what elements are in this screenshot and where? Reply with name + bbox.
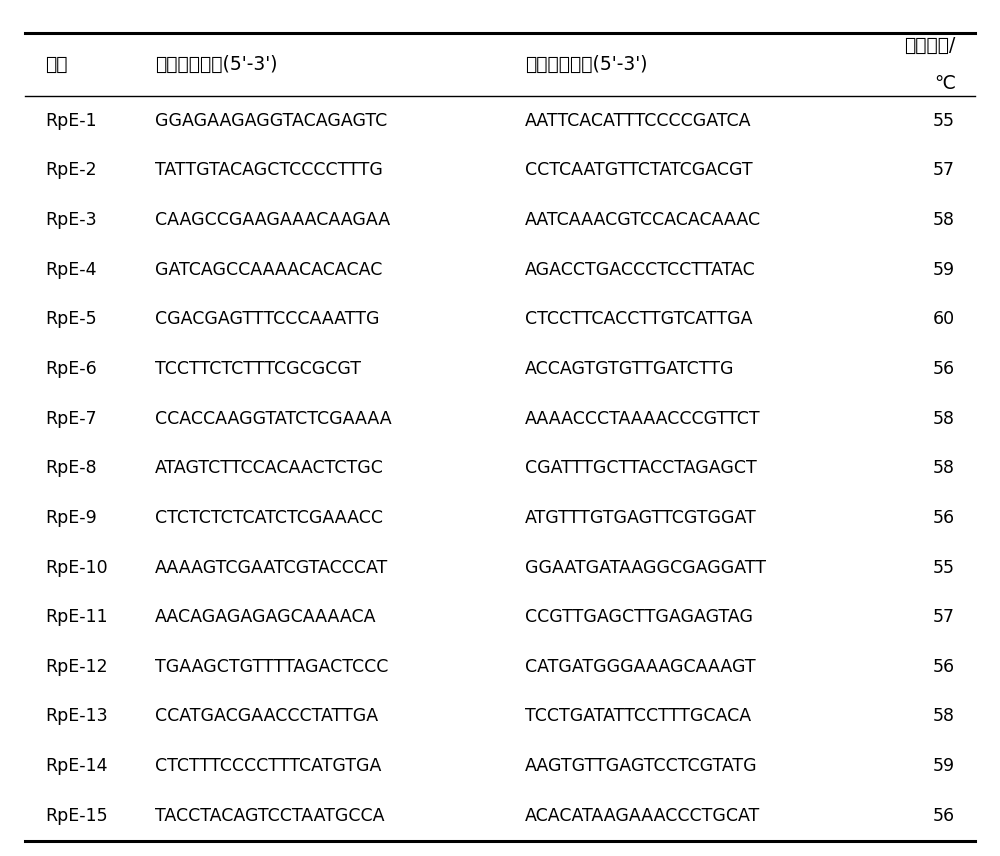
Text: ATGTTTGTGAGTTCGTGGAT: ATGTTTGTGAGTTCGTGGAT — [525, 508, 757, 527]
Text: RpE-5: RpE-5 — [45, 310, 97, 329]
Text: ACACATAAGAAACCCTGCAT: ACACATAAGAAACCCTGCAT — [525, 806, 760, 825]
Text: TACCTACAGTCCTAATGCCA: TACCTACAGTCCTAATGCCA — [155, 806, 384, 825]
Text: AGACCTGACCCTCCTTATAC: AGACCTGACCCTCCTTATAC — [525, 260, 756, 279]
Text: CAAGCCGAAGAAACAAGAA: CAAGCCGAAGAAACAAGAA — [155, 211, 390, 229]
Text: RpE-14: RpE-14 — [45, 757, 108, 776]
Text: ATAGTCTTCCACAACTCTGC: ATAGTCTTCCACAACTCTGC — [155, 459, 384, 478]
Text: 58: 58 — [933, 459, 955, 478]
Text: AAGTGTTGAGTCCTCGTATG: AAGTGTTGAGTCCTCGTATG — [525, 757, 758, 776]
Text: RpE-15: RpE-15 — [45, 806, 108, 825]
Text: TGAAGCTGTTTTAGACTCCC: TGAAGCTGTTTTAGACTCCC — [155, 657, 388, 676]
Text: RpE-12: RpE-12 — [45, 657, 108, 676]
Text: RpE-10: RpE-10 — [45, 558, 108, 577]
Text: CCTCAATGTTCTATCGACGT: CCTCAATGTTCTATCGACGT — [525, 161, 753, 180]
Text: 引物: 引物 — [45, 55, 68, 74]
Text: 60: 60 — [933, 310, 955, 329]
Text: AATTCACATTTCCCCGATCA: AATTCACATTTCCCCGATCA — [525, 111, 752, 130]
Text: RpE-11: RpE-11 — [45, 608, 108, 627]
Text: CCGTTGAGCTTGAGAGTAG: CCGTTGAGCTTGAGAGTAG — [525, 608, 753, 627]
Text: 56: 56 — [933, 657, 955, 676]
Text: RpE-3: RpE-3 — [45, 211, 97, 229]
Text: RpE-6: RpE-6 — [45, 360, 97, 378]
Text: 59: 59 — [933, 260, 955, 279]
Text: TATTGTACAGCTCCCCTTTG: TATTGTACAGCTCCCCTTTG — [155, 161, 383, 180]
Text: 58: 58 — [933, 211, 955, 229]
Text: CATGATGGGAAAGCAAAGT: CATGATGGGAAAGCAAAGT — [525, 657, 756, 676]
Text: 59: 59 — [933, 757, 955, 776]
Text: AAAACCCTAAAACCCGTTCT: AAAACCCTAAAACCCGTTCT — [525, 409, 761, 428]
Text: RpE-13: RpE-13 — [45, 707, 108, 726]
Text: 58: 58 — [933, 707, 955, 726]
Text: CTCTCTCTCATCTCGAAACC: CTCTCTCTCATCTCGAAACC — [155, 508, 383, 527]
Text: 56: 56 — [933, 360, 955, 378]
Text: RpE-2: RpE-2 — [45, 161, 97, 180]
Text: CCACCAAGGTATCTCGAAAA: CCACCAAGGTATCTCGAAAA — [155, 409, 392, 428]
Text: 57: 57 — [933, 608, 955, 627]
Text: RpE-7: RpE-7 — [45, 409, 97, 428]
Text: 56: 56 — [933, 508, 955, 527]
Text: AAAAGTCGAATCGTACCCAT: AAAAGTCGAATCGTACCCAT — [155, 558, 388, 577]
Text: 上游引物序列(5'-3'): 上游引物序列(5'-3') — [155, 55, 278, 74]
Text: 下游引物序列(5'-3'): 下游引物序列(5'-3') — [525, 55, 648, 74]
Text: RpE-1: RpE-1 — [45, 111, 97, 130]
Text: CTCCTTCACCTTGTCATTGA: CTCCTTCACCTTGTCATTGA — [525, 310, 753, 329]
Text: CCATGACGAACCCTATTGA: CCATGACGAACCCTATTGA — [155, 707, 378, 726]
Text: RpE-4: RpE-4 — [45, 260, 96, 279]
Text: RpE-8: RpE-8 — [45, 459, 97, 478]
Text: CGACGAGTTTCCCAAATTG: CGACGAGTTTCCCAAATTG — [155, 310, 380, 329]
Text: AACAGAGAGAGCAAAACA: AACAGAGAGAGCAAAACA — [155, 608, 376, 627]
Text: TCCTGATATTCCTTTGCACA: TCCTGATATTCCTTTGCACA — [525, 707, 751, 726]
Text: ACCAGTGTGTTGATCTTG: ACCAGTGTGTTGATCTTG — [525, 360, 734, 378]
Text: GGAATGATAAGGCGAGGATT: GGAATGATAAGGCGAGGATT — [525, 558, 766, 577]
Text: AATCAAACGTCCACACAAAC: AATCAAACGTCCACACAAAC — [525, 211, 761, 229]
Text: CTCTTTCCCCTTTCATGTGA: CTCTTTCCCCTTTCATGTGA — [155, 757, 381, 776]
Text: GATCAGCCAAAACACACAC: GATCAGCCAAAACACACAC — [155, 260, 382, 279]
Text: TCCTTCTCTTTCGCGCGT: TCCTTCTCTTTCGCGCGT — [155, 360, 361, 378]
Text: 55: 55 — [933, 111, 955, 130]
Text: 56: 56 — [933, 806, 955, 825]
Text: RpE-9: RpE-9 — [45, 508, 97, 527]
Text: CGATTTGCTTACCTAGAGCT: CGATTTGCTTACCTAGAGCT — [525, 459, 757, 478]
Text: 55: 55 — [933, 558, 955, 577]
Text: 57: 57 — [933, 161, 955, 180]
Text: 最适温度/: 最适温度/ — [904, 36, 955, 55]
Text: 58: 58 — [933, 409, 955, 428]
Text: GGAGAAGAGGTACAGAGTC: GGAGAAGAGGTACAGAGTC — [155, 111, 387, 130]
Text: ℃: ℃ — [934, 74, 955, 92]
